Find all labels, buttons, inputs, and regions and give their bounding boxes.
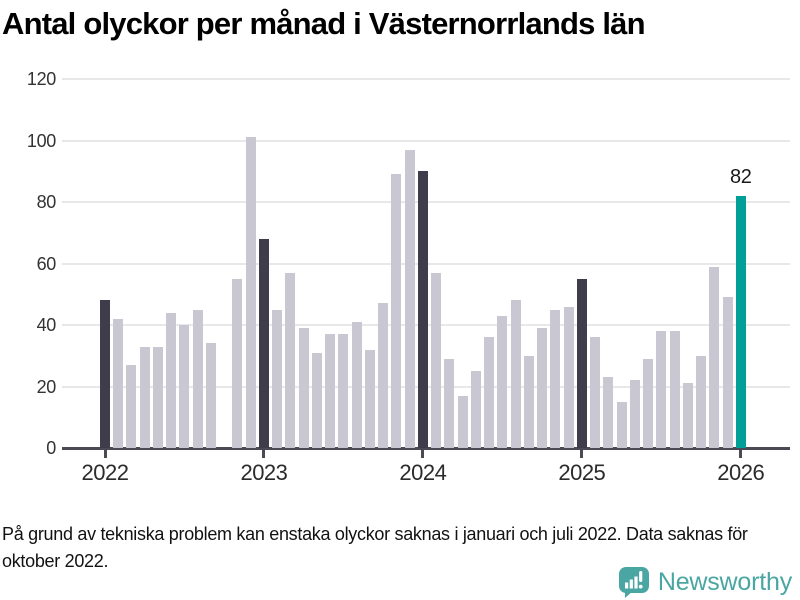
bar-2022-03	[126, 364, 137, 448]
gridline-120	[62, 78, 790, 80]
y-tick-label-120: 120	[26, 69, 56, 89]
y-tick-label-40: 40	[36, 315, 57, 335]
y-tick-label-0: 0	[46, 438, 56, 458]
bar-2023-07	[338, 334, 349, 448]
newsworthy-logo-text: Newsworthy	[657, 568, 792, 596]
bar-2025-11	[709, 266, 720, 448]
bar-2024-12	[563, 306, 574, 448]
bar-2022-07	[179, 325, 190, 448]
x-tick-label-2024: 2024	[399, 460, 447, 485]
bar-2023-12	[404, 149, 415, 448]
bar-2025-05	[629, 380, 640, 448]
bar-2023-06	[325, 334, 336, 448]
bar-2024-07	[497, 315, 508, 448]
bar-2025-02	[590, 337, 601, 448]
y-tick-label-20: 20	[36, 376, 57, 397]
bar-2024-09	[523, 355, 534, 448]
bar-2022-12	[245, 137, 256, 448]
bar-2024-04	[457, 395, 468, 448]
bar-2024-08	[510, 300, 521, 448]
bar-2022-09	[205, 343, 216, 448]
bar-2022-04	[139, 346, 150, 448]
x-tick-label-2023: 2023	[240, 460, 288, 485]
y-tick-label-100: 100	[26, 130, 56, 151]
bar-2023-05	[311, 352, 322, 448]
bar-2025-08	[669, 331, 680, 448]
x-tick-label-2025: 2025	[558, 460, 606, 485]
bar-2023-10	[378, 303, 389, 448]
bar-2024-06	[484, 337, 495, 448]
bar-2023-04	[298, 328, 309, 448]
bar-2023-09	[364, 349, 375, 448]
bar-2022-08	[192, 309, 203, 448]
x-tick-2023	[262, 450, 266, 458]
gridline-100	[62, 139, 790, 142]
bar-2025-10	[696, 355, 707, 448]
bar-2022-01	[100, 300, 110, 448]
bar-2025-06	[643, 358, 654, 448]
bar-2024-01	[417, 171, 428, 448]
bar-value-label: 82	[729, 165, 752, 188]
bar-2025-07	[656, 331, 667, 448]
bar-2025-03	[603, 377, 614, 448]
newsworthy-speech-bubble-bar-chart-icon	[618, 566, 651, 599]
x-tick-2022	[103, 450, 107, 458]
bar-2025-04	[616, 401, 627, 448]
x-tick-label-2026: 2026	[717, 460, 765, 485]
bar-2022-11	[232, 278, 243, 448]
x-tick-label-2022: 2022	[81, 460, 129, 485]
x-tick-2026	[739, 450, 743, 458]
x-tick-2024	[421, 450, 425, 458]
bar-2023-11	[391, 174, 402, 448]
bar-2025-01	[576, 278, 587, 448]
bar-2025-12	[722, 297, 733, 448]
bar-2023-03	[285, 272, 296, 448]
bar-2022-05	[152, 346, 163, 448]
bar-2023-08	[351, 321, 362, 448]
bar-2024-02	[431, 272, 442, 448]
bar-2024-11	[550, 309, 561, 448]
bar-2026-01	[735, 195, 746, 448]
x-tick-2025	[580, 450, 584, 458]
bar-2024-03	[444, 358, 455, 448]
newsworthy-logo[interactable]: Newsworthy	[618, 566, 792, 599]
bar-2024-10	[537, 328, 548, 448]
chart-title: Antal olyckor per månad i Västernorrland…	[2, 6, 646, 41]
bar-2024-05	[470, 371, 481, 448]
bar-2022-02	[113, 318, 124, 448]
x-axis-line	[62, 447, 790, 450]
bar-2022-06	[166, 312, 177, 448]
bar-2023-02	[272, 309, 283, 448]
y-tick-label-60: 60	[36, 253, 57, 274]
bar-2025-09	[682, 383, 693, 448]
y-tick-label-80: 80	[36, 192, 57, 212]
bar-2023-01	[258, 238, 269, 448]
chart-footnote: På grund av tekniska problem kan enstaka…	[2, 524, 748, 571]
